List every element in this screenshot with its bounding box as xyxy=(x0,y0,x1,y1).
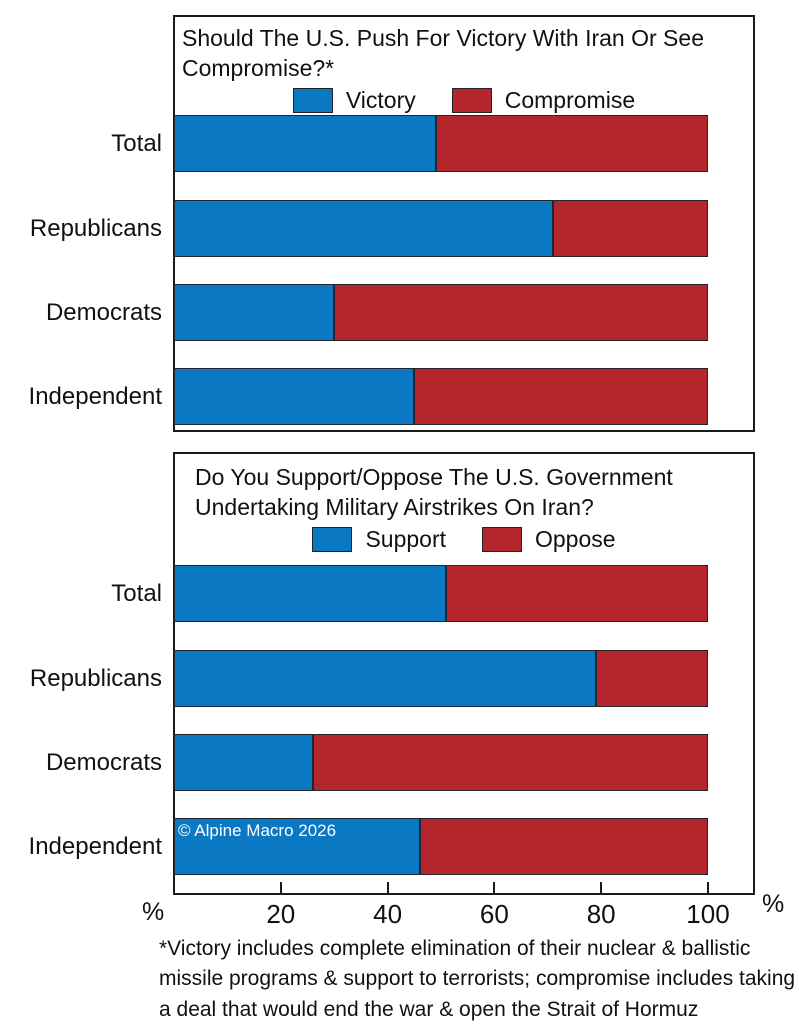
legend-label: Support xyxy=(365,525,446,552)
bar-segment-support xyxy=(174,818,420,875)
bar-segment-victory xyxy=(174,200,554,257)
axis-unit-left: % xyxy=(142,898,165,926)
bar-segment-support xyxy=(174,734,313,791)
category-label-total: Total xyxy=(111,129,162,157)
axis-tick xyxy=(707,882,709,894)
category-label-democrats: Democrats xyxy=(45,298,162,326)
axis-tick xyxy=(279,882,282,894)
watermark: © Alpine Macro 2026 xyxy=(178,821,337,840)
bar-segment-oppose xyxy=(419,818,708,875)
legend-swatch-red xyxy=(451,87,492,113)
bar-segment-compromise xyxy=(435,115,708,172)
bar-segment-support xyxy=(174,650,596,707)
axis-tick-label: 40 xyxy=(373,899,403,929)
legend-swatch-red xyxy=(482,526,522,552)
category-label-total: Total xyxy=(111,579,162,607)
legend-item-victory: Victory xyxy=(292,86,416,114)
axis-tick-label: 100 xyxy=(686,899,730,929)
chart-title: Should The U.S. Push For Victory With Ir… xyxy=(182,25,704,81)
category-label-republicans: Republicans xyxy=(29,214,162,242)
category-label-independent: Independent xyxy=(28,382,162,410)
bar-segment-victory xyxy=(174,115,436,172)
bar-segment-oppose xyxy=(446,565,708,622)
legend: Support Oppose xyxy=(175,526,753,553)
legend: Victory Compromise xyxy=(175,87,753,114)
category-label-republicans: Republicans xyxy=(29,664,162,692)
footnote: *Victory includes complete elimination o… xyxy=(159,937,796,1021)
legend-item-support: Support xyxy=(312,526,446,553)
chart-title: Do You Support/Oppose The U.S. Governmen… xyxy=(195,464,673,520)
legend-label: Compromise xyxy=(504,86,636,113)
bar-segment-oppose xyxy=(595,650,708,707)
axis-tick xyxy=(600,882,603,894)
legend-swatch-blue xyxy=(292,87,333,113)
category-label-democrats: Democrats xyxy=(45,748,162,776)
bar-segment-compromise xyxy=(553,200,708,257)
bar-segment-compromise xyxy=(334,284,708,341)
legend-label: Oppose xyxy=(535,525,616,552)
bar-segment-victory xyxy=(174,368,415,425)
bar-segment-support xyxy=(174,565,447,622)
legend-item-oppose: Oppose xyxy=(482,526,616,553)
category-label-independent: Independent xyxy=(28,832,162,860)
axis-tick-label: 20 xyxy=(266,899,296,929)
axis-tick xyxy=(493,882,496,894)
legend-swatch-blue xyxy=(312,526,353,552)
axis-tick-label: 80 xyxy=(586,899,616,929)
axis-unit-right: % xyxy=(762,890,785,918)
legend-item-compromise: Compromise xyxy=(451,86,636,114)
legend-label: Victory xyxy=(345,86,416,113)
axis-tick-label: 60 xyxy=(479,899,509,929)
bar-segment-compromise xyxy=(414,368,708,425)
bar-segment-oppose xyxy=(312,734,708,791)
bar-segment-victory xyxy=(174,284,335,341)
axis-tick xyxy=(386,882,389,894)
